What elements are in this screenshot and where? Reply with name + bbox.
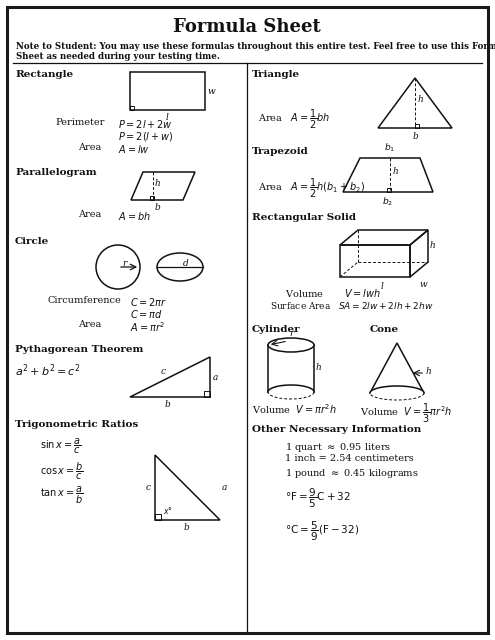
Text: c: c [160, 367, 165, 376]
Text: Trapezoid: Trapezoid [252, 147, 309, 156]
Text: $A = lw$: $A = lw$ [118, 143, 150, 155]
Text: a: a [213, 372, 218, 381]
Text: Volume  $V = \pi r^2 h$: Volume $V = \pi r^2 h$ [252, 402, 337, 416]
Text: $A = \pi r^2$: $A = \pi r^2$ [130, 320, 165, 334]
Text: $A = bh$: $A = bh$ [118, 210, 151, 222]
Text: Other Necessary Information: Other Necessary Information [252, 425, 421, 434]
Text: $P = 2(l + w)$: $P = 2(l + w)$ [118, 130, 173, 143]
Text: w: w [420, 280, 428, 289]
Text: c: c [146, 483, 151, 492]
Text: $x°$: $x°$ [163, 505, 173, 516]
Text: $\tan x = \dfrac{a}{b}$: $\tan x = \dfrac{a}{b}$ [40, 485, 84, 506]
Text: Sheet as needed during your testing time.: Sheet as needed during your testing time… [16, 52, 220, 61]
Text: Rectangle: Rectangle [15, 70, 73, 79]
Text: h: h [155, 179, 161, 188]
Text: Formula Sheet: Formula Sheet [173, 18, 321, 36]
Text: Cone: Cone [370, 325, 399, 334]
Text: b: b [412, 132, 418, 141]
Ellipse shape [268, 338, 314, 352]
Text: $°\mathrm{C} = \dfrac{5}{9}(\mathrm{F} - 32)$: $°\mathrm{C} = \dfrac{5}{9}(\mathrm{F} -… [285, 520, 359, 543]
Text: l: l [381, 282, 384, 291]
Text: $\sin x = \dfrac{a}{c}$: $\sin x = \dfrac{a}{c}$ [40, 437, 81, 456]
Text: Area: Area [78, 210, 101, 219]
Text: Surface Area   $SA = 2lw + 2lh + 2hw$: Surface Area $SA = 2lw + 2lh + 2hw$ [270, 300, 434, 311]
Text: h: h [418, 95, 424, 104]
Text: b: b [164, 400, 170, 409]
Text: r: r [289, 329, 293, 338]
Text: Parallelogram: Parallelogram [15, 168, 97, 177]
Text: Pythagorean Theorem: Pythagorean Theorem [15, 345, 144, 354]
Text: 1 inch = 2.54 centimeters: 1 inch = 2.54 centimeters [285, 454, 414, 463]
Text: w: w [207, 86, 215, 95]
Text: Cylinder: Cylinder [252, 325, 300, 334]
Text: 1 quart $\approx$ 0.95 liters: 1 quart $\approx$ 0.95 liters [285, 441, 391, 454]
Text: Area   $A = \dfrac{1}{2}bh$: Area $A = \dfrac{1}{2}bh$ [258, 108, 330, 131]
Text: h: h [430, 241, 436, 250]
Text: Perimeter: Perimeter [55, 118, 104, 127]
Text: Note to Student: You may use these formulas throughout this entire test. Feel fr: Note to Student: You may use these formu… [16, 42, 495, 51]
Text: b: b [183, 523, 189, 532]
Text: h: h [393, 168, 399, 177]
Text: 1 pound $\approx$ 0.45 kilograms: 1 pound $\approx$ 0.45 kilograms [285, 467, 419, 480]
Text: $C = \pi d$: $C = \pi d$ [130, 308, 163, 320]
Text: $\cos x = \dfrac{b}{c}$: $\cos x = \dfrac{b}{c}$ [40, 461, 84, 482]
Text: Trigonometric Ratios: Trigonometric Ratios [15, 420, 138, 429]
Text: $a^2 + b^2 = c^2$: $a^2 + b^2 = c^2$ [15, 362, 81, 379]
Text: d: d [183, 259, 189, 269]
Text: h: h [426, 367, 432, 376]
Ellipse shape [370, 386, 424, 400]
Text: b: b [154, 203, 160, 212]
Text: Volume       $V = lwh$: Volume $V = lwh$ [285, 287, 381, 299]
Ellipse shape [268, 385, 314, 399]
Text: Area   $A = \dfrac{1}{2}h(b_1 + b_2)$: Area $A = \dfrac{1}{2}h(b_1 + b_2)$ [258, 177, 365, 200]
Text: l: l [166, 113, 169, 122]
Text: $P = 2l + 2w$: $P = 2l + 2w$ [118, 118, 173, 130]
Text: Circle: Circle [15, 237, 49, 246]
Text: $C = 2\pi r$: $C = 2\pi r$ [130, 296, 167, 308]
Text: Circumference: Circumference [48, 296, 122, 305]
Text: Triangle: Triangle [252, 70, 300, 79]
Text: $b_1$: $b_1$ [385, 141, 396, 154]
Text: r: r [122, 259, 126, 269]
Text: Volume  $V = \dfrac{1}{3}\pi r^2 h$: Volume $V = \dfrac{1}{3}\pi r^2 h$ [360, 402, 452, 425]
Text: $b_2$: $b_2$ [383, 196, 394, 209]
Text: Area: Area [78, 320, 101, 329]
Text: $°\mathrm{F} = \dfrac{9}{5}\mathrm{C} + 32$: $°\mathrm{F} = \dfrac{9}{5}\mathrm{C} + … [285, 487, 351, 510]
Text: h: h [316, 364, 322, 372]
Text: a: a [222, 483, 227, 492]
Text: Rectangular Solid: Rectangular Solid [252, 213, 356, 222]
Text: Area: Area [78, 143, 101, 152]
